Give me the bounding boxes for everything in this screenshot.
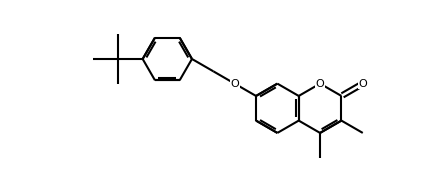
Text: O: O — [358, 79, 367, 89]
Text: O: O — [231, 79, 239, 89]
Text: O: O — [316, 79, 324, 89]
